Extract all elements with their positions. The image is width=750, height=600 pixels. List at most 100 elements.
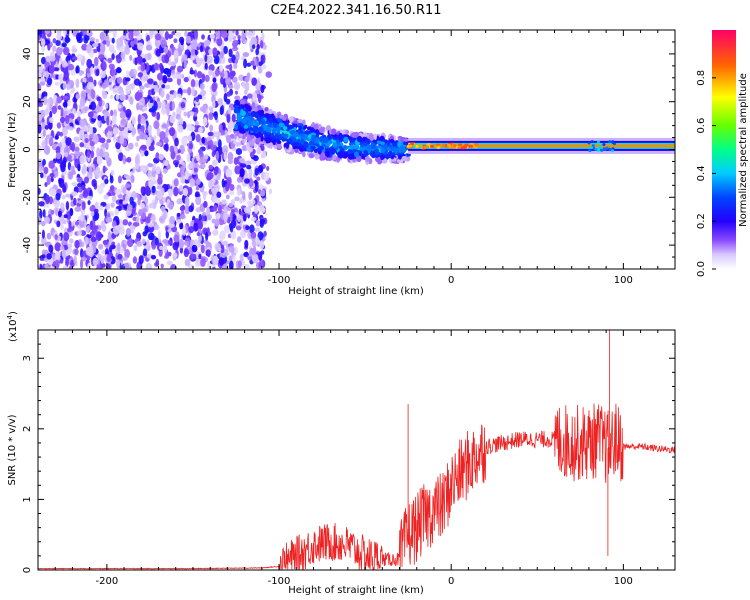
- noise-speckle: [130, 82, 135, 90]
- noise-speckle: [54, 259, 60, 269]
- noise-speckle: [244, 178, 250, 184]
- noise-speckle: [93, 243, 97, 254]
- carrier-blob: [596, 148, 600, 152]
- noise-speckle: [148, 179, 154, 189]
- noise-speckle: [168, 188, 173, 198]
- noise-speckle: [46, 175, 51, 186]
- noise-speckle: [246, 164, 252, 170]
- noise-speckle: [125, 43, 130, 51]
- noise-speckle: [124, 126, 129, 133]
- noise-speckle: [190, 253, 195, 261]
- carrier-blob: [594, 147, 598, 151]
- noise-speckle: [116, 37, 121, 48]
- noise-speckle: [82, 164, 88, 174]
- noise-speckle: [233, 246, 239, 254]
- noise-speckle: [76, 177, 83, 182]
- noise-speckle: [109, 211, 114, 217]
- noise-speckle: [80, 258, 84, 269]
- noise-speckle: [186, 153, 191, 163]
- noise-speckle: [103, 194, 109, 200]
- signal-speckle: [271, 132, 275, 138]
- noise-speckle: [188, 142, 193, 150]
- noise-speckle: [221, 199, 227, 205]
- noise-speckle: [82, 190, 89, 199]
- noise-speckle: [106, 39, 110, 47]
- noise-speckle: [39, 209, 43, 220]
- noise-speckle: [96, 96, 101, 102]
- signal-speckle: [377, 158, 383, 165]
- noise-speckle: [163, 143, 168, 151]
- noise-speckle: [51, 143, 57, 150]
- noise-speckle: [223, 45, 228, 55]
- noise-speckle: [146, 52, 152, 61]
- noise-speckle: [201, 137, 206, 144]
- noise-speckle: [111, 37, 115, 44]
- signal-speckle: [310, 145, 316, 150]
- noise-speckle: [60, 202, 65, 210]
- noise-speckle: [236, 176, 243, 183]
- noise-speckle: [43, 145, 51, 155]
- noise-speckle: [44, 30, 50, 35]
- noise-speckle: [99, 137, 106, 144]
- noise-speckle: [184, 170, 190, 181]
- signal-speckle: [234, 95, 240, 100]
- noise-speckle: [78, 104, 83, 109]
- noise-speckle: [178, 239, 185, 249]
- noise-speckle: [201, 73, 206, 83]
- noise-speckle: [92, 42, 99, 48]
- noise-speckle: [223, 92, 228, 103]
- noise-speckle: [48, 117, 54, 123]
- noise-speckle: [137, 66, 142, 71]
- noise-speckle: [71, 141, 76, 152]
- noise-speckle: [62, 82, 67, 90]
- noise-speckle: [226, 113, 231, 124]
- noise-speckle: [216, 36, 223, 47]
- noise-speckle: [213, 111, 218, 116]
- snr-x-ticks: -200 -100 0 100: [37, 330, 676, 587]
- noise-speckle: [233, 62, 238, 69]
- signal-speckle: [367, 138, 371, 146]
- noise-speckle: [206, 172, 214, 180]
- noise-speckle: [251, 199, 256, 205]
- noise-speckle: [221, 263, 229, 269]
- signal-speckle: [273, 122, 278, 129]
- noise-speckle: [38, 123, 42, 134]
- noise-speckle: [188, 226, 195, 234]
- signal-speckle: [370, 142, 377, 150]
- noise-speckle: [176, 212, 181, 217]
- signal-speckle: [245, 116, 252, 121]
- noise-speckle: [46, 253, 52, 260]
- noise-speckle: [230, 229, 237, 240]
- noise-speckle: [86, 81, 94, 90]
- noise-speckle: [111, 195, 117, 203]
- noise-speckle: [233, 81, 241, 91]
- signal-speckle: [363, 150, 369, 157]
- noise-speckle: [228, 245, 235, 253]
- noise-speckle: [176, 198, 183, 205]
- noise-speckle: [263, 230, 267, 237]
- signal-speckle: [349, 136, 353, 143]
- noise-speckle: [189, 126, 196, 131]
- signal-speckle: [281, 116, 287, 121]
- noise-speckle: [166, 77, 173, 83]
- noise-speckle: [56, 122, 62, 129]
- noise-speckle: [229, 71, 234, 80]
- noise-speckle: [176, 154, 181, 161]
- signal-speckle: [397, 154, 403, 160]
- noise-speckle: [206, 214, 212, 221]
- signal-speckle: [318, 137, 323, 141]
- noise-speckle: [99, 205, 104, 211]
- noise-speckle: [109, 67, 116, 77]
- signal-speckle: [361, 136, 367, 142]
- noise-speckle: [173, 178, 179, 187]
- noise-speckle: [117, 253, 123, 260]
- signal-speckle: [349, 144, 355, 149]
- noise-speckle: [67, 99, 71, 107]
- noise-speckle: [234, 90, 239, 95]
- noise-speckle: [217, 98, 223, 105]
- noise-speckle: [62, 157, 67, 164]
- noise-speckle: [217, 139, 222, 149]
- noise-speckle: [208, 69, 213, 76]
- noise-speckle: [130, 174, 135, 184]
